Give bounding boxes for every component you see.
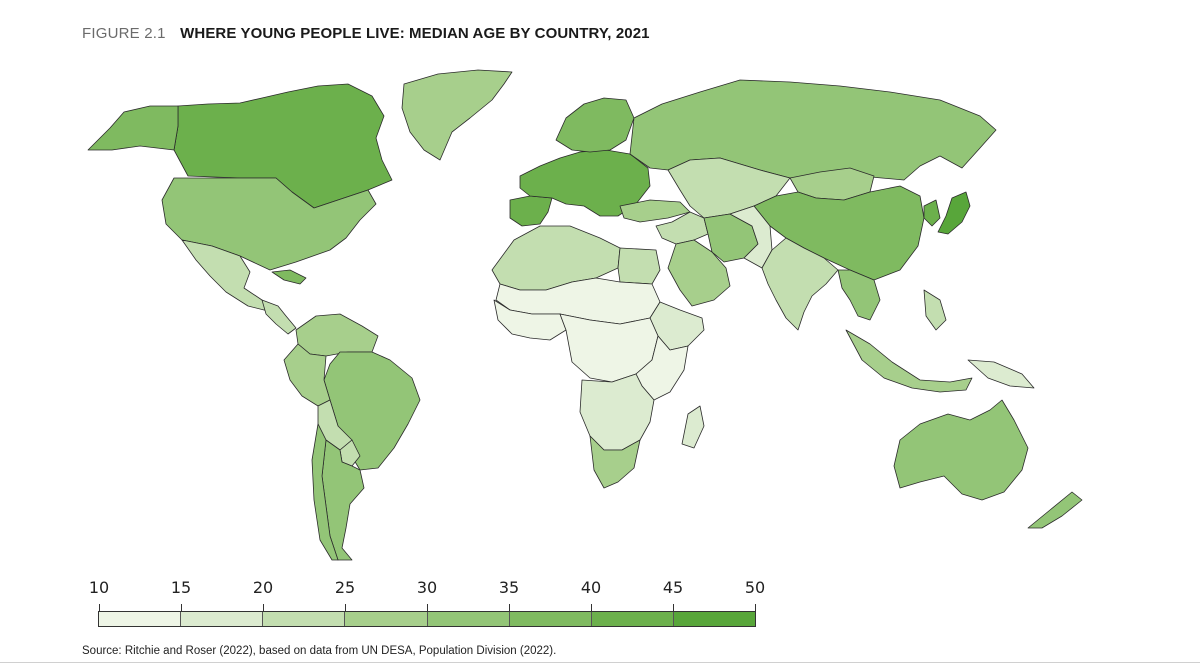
legend-bin-20-25 (263, 612, 346, 626)
legend-tick-mark (181, 604, 182, 611)
region-colombia-and-venezuela (295, 313, 379, 357)
legend-tick-mark (755, 604, 756, 611)
legend-bin-15-20 (181, 612, 264, 626)
region-india (761, 237, 839, 331)
legend-tick-label: 10 (88, 578, 110, 597)
legend-bin-40-45 (591, 612, 674, 626)
region-greenland (401, 69, 513, 161)
legend-tick-label: 20 (252, 578, 274, 597)
figure-label: FIGURE 2.1 (82, 25, 166, 42)
legend-tick-label: 30 (416, 578, 438, 597)
legend-tick-label: 15 (170, 578, 192, 597)
legend-bin-25-30 (345, 612, 428, 626)
region-south-africa (589, 435, 641, 489)
region-alaska-united-states (87, 105, 179, 151)
legend-tick-mark (591, 604, 592, 611)
region-peru (283, 343, 331, 407)
region-arabian-peninsula (667, 239, 731, 307)
region-philippines (923, 289, 947, 331)
legend-tick-mark (673, 604, 674, 611)
legend-tick-mark (509, 604, 510, 611)
figure-title: WHERE YOUNG PEOPLE LIVE: MEDIAN AGE BY C… (180, 25, 650, 42)
source-note: Source: Ritchie and Roser (2022), based … (82, 645, 557, 657)
region-australia (893, 399, 1029, 501)
bottom-rule (0, 662, 1200, 663)
region-west-africa (493, 299, 567, 341)
legend-bin-30-35 (427, 612, 510, 626)
legend-tick-mark (99, 604, 100, 611)
region-indonesia (845, 329, 973, 393)
region-canada (173, 83, 393, 209)
legend-tick-label: 35 (498, 578, 520, 597)
legend-tick-label: 40 (580, 578, 602, 597)
region-chile (311, 423, 339, 561)
figure-header: FIGURE 2.1 WHERE YOUNG PEOPLE LIVE: MEDI… (82, 25, 650, 43)
legend-tick-label: 45 (662, 578, 684, 597)
legend: 10 15 20 25 30 35 40 45 50 (89, 578, 765, 630)
legend-bin-10-15 (99, 612, 182, 626)
legend-bin-35-40 (509, 612, 592, 626)
region-egypt (617, 247, 661, 285)
world-choropleth-map (87, 69, 1083, 561)
region-iberia (509, 195, 553, 227)
region-scandinavia (555, 97, 635, 153)
region-korea (923, 199, 941, 227)
region-new-zealand (1027, 491, 1083, 529)
region-mainland-southeast-asia (837, 269, 881, 321)
region-central-america (261, 299, 297, 335)
region-turkey (619, 199, 691, 223)
legend-tick-mark (263, 604, 264, 611)
region-southern-africa (579, 373, 655, 451)
legend-tick-label: 25 (334, 578, 356, 597)
legend-tick-mark (427, 604, 428, 611)
legend-tick-mark (345, 604, 346, 611)
legend-bin-45-50 (673, 612, 755, 626)
legend-tick-label: 50 (744, 578, 766, 597)
region-madagascar (681, 405, 705, 449)
region-cuba (271, 269, 307, 285)
region-japan (937, 191, 971, 235)
legend-color-scale (98, 611, 756, 627)
region-papua-new-guinea (967, 359, 1035, 389)
